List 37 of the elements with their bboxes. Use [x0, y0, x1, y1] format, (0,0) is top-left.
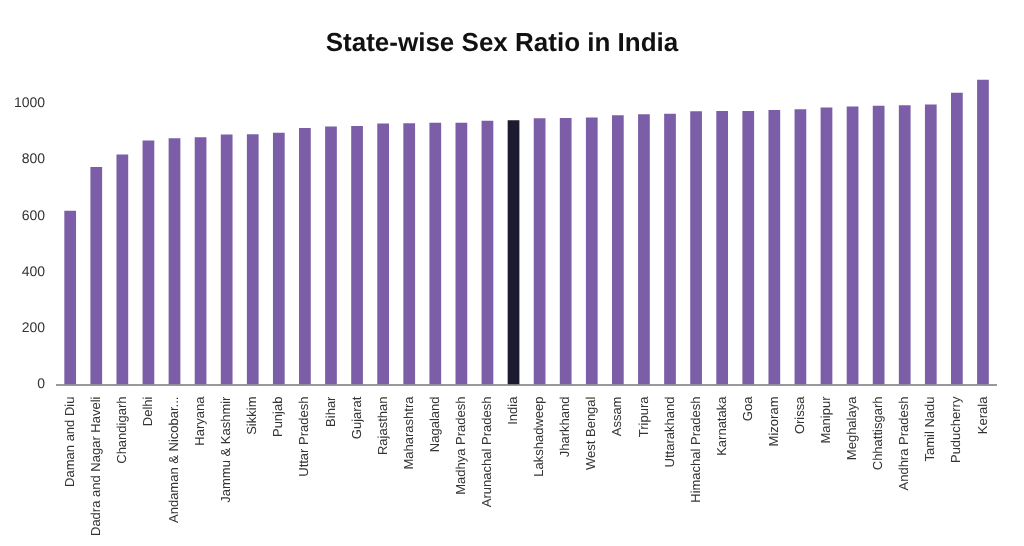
- bar: [742, 110, 755, 385]
- bar: [325, 126, 337, 385]
- bar: [299, 128, 311, 385]
- bar: [768, 110, 781, 385]
- bar: [898, 105, 911, 385]
- bar: [533, 118, 546, 385]
- bar: [90, 166, 103, 385]
- bar: [116, 154, 129, 385]
- bar: [846, 106, 859, 385]
- bar: [507, 120, 520, 385]
- bar: [638, 114, 650, 385]
- bar: [351, 126, 363, 385]
- bar: [64, 210, 77, 385]
- bar: [481, 120, 494, 385]
- bar: [220, 134, 233, 385]
- bar: [403, 123, 416, 385]
- bar: [872, 105, 885, 385]
- bar: [977, 79, 989, 385]
- bar: [194, 137, 207, 385]
- bar: [690, 111, 702, 385]
- bar: [246, 134, 259, 385]
- bar: [820, 107, 833, 385]
- bar: [664, 113, 676, 385]
- bar: [951, 92, 963, 385]
- bar: [716, 110, 729, 385]
- bar: [611, 115, 624, 385]
- bar: [559, 117, 572, 385]
- bar: [377, 123, 389, 385]
- bar: [168, 138, 181, 385]
- bar: [924, 104, 937, 385]
- bar: [429, 122, 442, 385]
- bar: [142, 140, 155, 385]
- bar: [794, 109, 807, 385]
- bar: [455, 122, 468, 385]
- bar: [272, 132, 285, 385]
- chart-title: State-wise Sex Ratio in India: [325, 26, 680, 57]
- bar: [585, 117, 598, 385]
